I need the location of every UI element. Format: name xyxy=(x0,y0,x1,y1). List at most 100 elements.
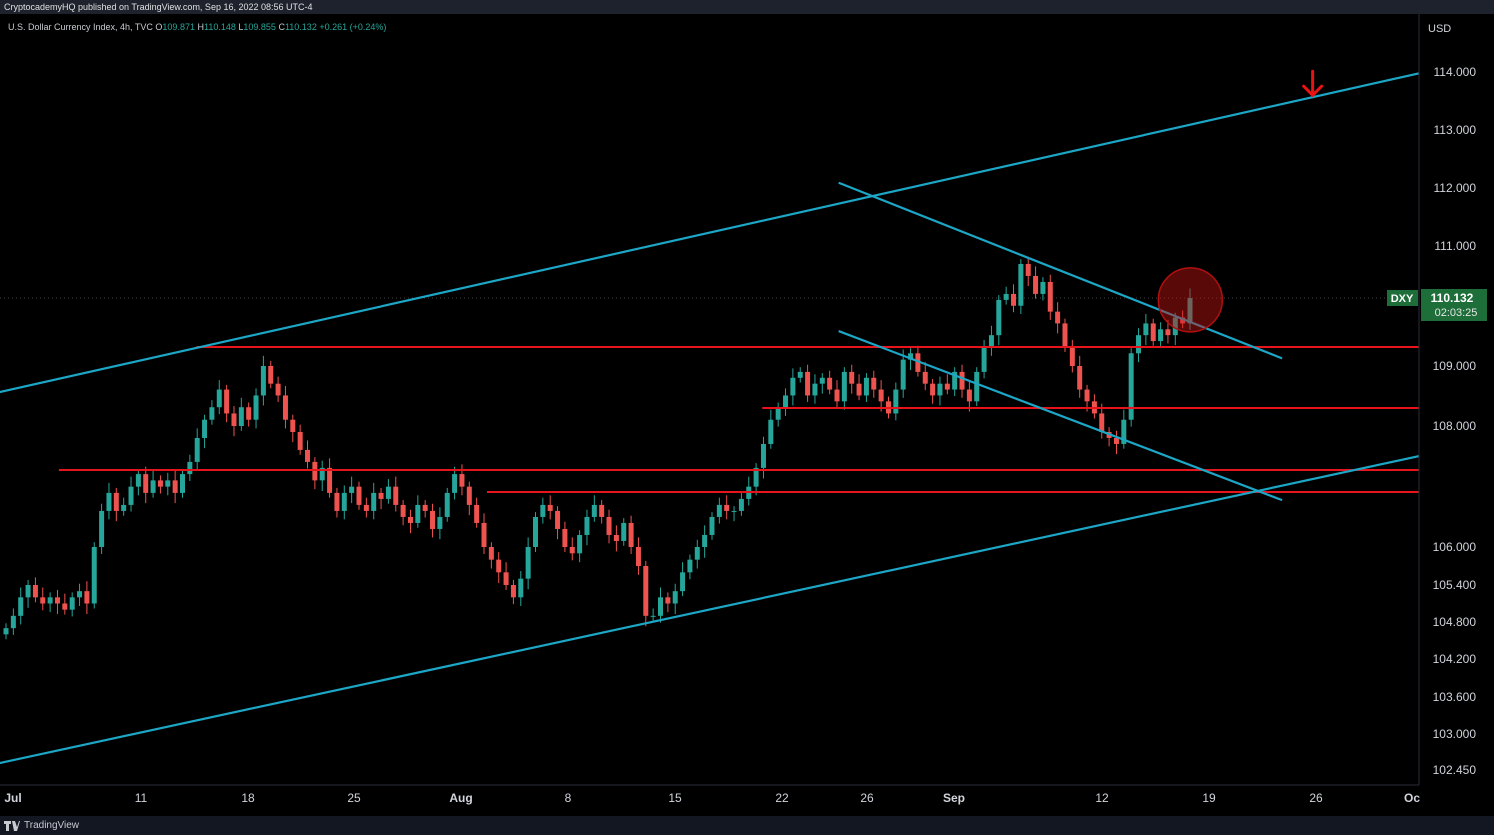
tradingview-logo[interactable]: TradingView xyxy=(4,820,79,831)
candle-body xyxy=(1180,317,1186,324)
candle-body xyxy=(1018,263,1024,306)
candle-body xyxy=(452,474,458,493)
price-tick-label: 109.000 xyxy=(1433,359,1477,373)
candle-body xyxy=(658,597,664,616)
candle-body xyxy=(562,528,568,547)
candle-body xyxy=(10,615,16,629)
candle-body xyxy=(334,492,340,511)
candle-body xyxy=(694,547,700,560)
candle-body xyxy=(216,389,222,408)
candle-body xyxy=(356,486,362,505)
candle-body xyxy=(341,492,347,511)
candle-body xyxy=(99,510,105,547)
candle-body xyxy=(503,572,509,585)
candle-body xyxy=(54,597,60,604)
candle-body xyxy=(363,504,369,511)
candle-body xyxy=(753,467,759,487)
candle-body xyxy=(650,615,656,617)
candle-body xyxy=(1143,323,1149,336)
channel-lower-line xyxy=(0,454,1420,765)
candle-body xyxy=(1011,293,1017,306)
candle-body xyxy=(525,547,531,579)
candle-body xyxy=(959,371,965,390)
candle-body xyxy=(400,504,406,517)
symbol-title: U.S. Dollar Currency Index, 4h, TVC xyxy=(8,22,153,32)
price-tick-label: 113.000 xyxy=(1434,123,1477,137)
candle-body xyxy=(952,371,958,390)
candle-body xyxy=(1040,281,1046,294)
candle-body xyxy=(1055,311,1061,324)
publisher-bar: CryptocademyHQ published on TradingView.… xyxy=(0,0,1494,14)
candle-body xyxy=(77,591,83,598)
candle-body xyxy=(628,522,634,547)
candle-body xyxy=(805,371,811,396)
candle-body xyxy=(1172,317,1178,336)
candle-body xyxy=(209,407,215,420)
candle-body xyxy=(121,504,127,511)
high-label: H xyxy=(197,22,204,32)
candle-body xyxy=(908,353,914,360)
time-tick-label: 18 xyxy=(241,791,255,805)
candle-body xyxy=(1077,366,1083,390)
candle-body xyxy=(349,486,355,493)
price-chart[interactable]: 109.299108.287107.265106.915 USD114.0001… xyxy=(0,0,1494,808)
candle-body xyxy=(716,504,722,517)
candle-body xyxy=(474,504,480,523)
time-tick-label: Jul xyxy=(4,791,21,805)
candle-body xyxy=(128,486,134,505)
price-axis[interactable]: USD 114.000 113.000 112.000 111.000 109.000 10… xyxy=(1387,14,1494,808)
candle-body xyxy=(760,443,766,468)
candle-body xyxy=(179,474,185,493)
candle-body xyxy=(900,359,906,390)
candle-body xyxy=(1165,329,1171,336)
ohlc-legend: U.S. Dollar Currency Index, 4h, TVC O109… xyxy=(8,22,386,32)
candle-body xyxy=(496,559,502,573)
candle-body xyxy=(702,534,708,547)
time-tick-label: Aug xyxy=(449,791,472,805)
candle-body xyxy=(687,559,693,573)
candle-body xyxy=(393,486,399,505)
time-axis[interactable]: Jul 11 18 25 Aug 8 15 22 26 Sep 12 19 26 Oc xyxy=(0,784,1420,805)
candle-body xyxy=(268,366,274,384)
candle-body xyxy=(591,504,597,517)
close-label: C xyxy=(278,22,285,32)
candle-body xyxy=(532,516,538,547)
candle-body xyxy=(878,389,884,402)
candle-body xyxy=(1084,389,1090,402)
candle-body xyxy=(18,597,24,616)
candle-body xyxy=(437,516,443,529)
time-tick-label: 26 xyxy=(860,791,874,805)
candle-body xyxy=(135,474,141,487)
candle-body xyxy=(194,437,200,462)
candle-body xyxy=(25,585,31,598)
candle-body xyxy=(680,572,686,592)
candle-body xyxy=(643,566,649,616)
candle-body xyxy=(40,597,46,604)
candle-body xyxy=(635,547,641,566)
candle-body xyxy=(827,377,833,390)
time-tick-label: 8 xyxy=(565,791,572,805)
candle-body xyxy=(665,597,671,604)
currency-label: USD xyxy=(1428,23,1451,35)
candle-body xyxy=(253,395,259,420)
candle-body xyxy=(1099,413,1105,432)
candle-body xyxy=(724,504,730,511)
symbol-tag: DXY xyxy=(1391,293,1414,305)
candle-body xyxy=(937,383,943,396)
highlight-circle xyxy=(1157,267,1224,333)
candle-body xyxy=(69,597,75,610)
candle-body xyxy=(518,578,524,598)
price-tick-label: 104.200 xyxy=(1433,652,1477,666)
candle-body xyxy=(841,371,847,402)
candle-body xyxy=(1025,263,1031,276)
candle-body xyxy=(981,346,987,372)
time-tick-label: 19 xyxy=(1202,791,1216,805)
candle-body xyxy=(91,547,97,604)
candle-body xyxy=(547,504,553,511)
candle-body xyxy=(621,522,627,541)
wedge-upper-line xyxy=(838,181,1283,360)
candle-body xyxy=(224,389,230,414)
candle-body xyxy=(187,461,193,475)
candle-body xyxy=(893,389,899,414)
candle-body xyxy=(481,522,487,547)
